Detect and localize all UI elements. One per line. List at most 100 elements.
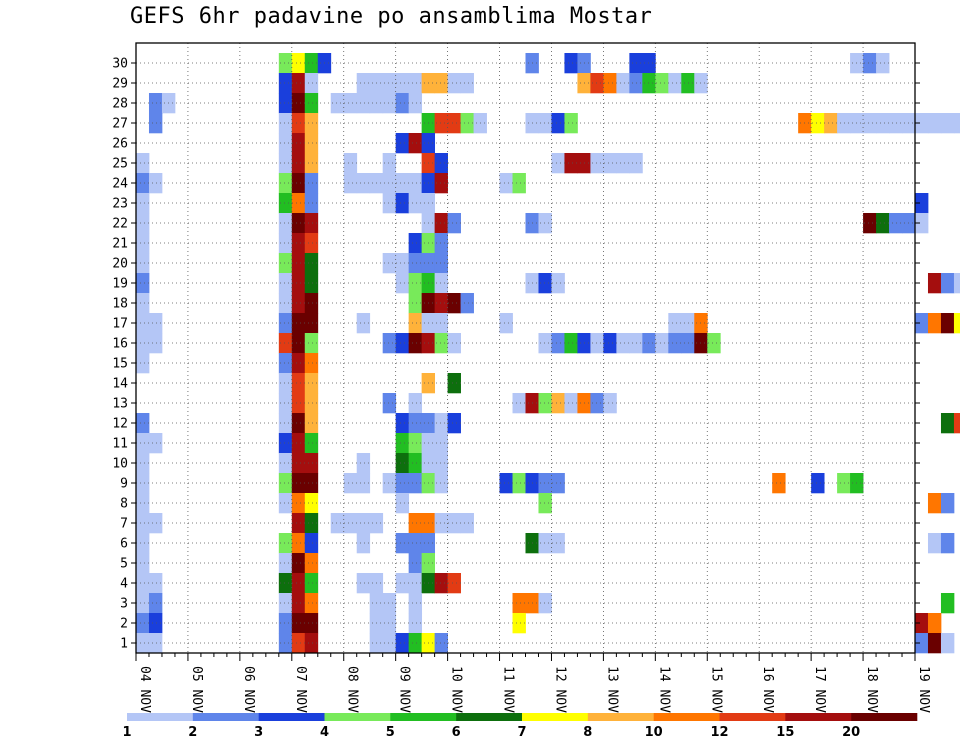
heatmap-cell <box>434 333 448 354</box>
heatmap-cell <box>382 173 397 194</box>
heatmap-cell <box>395 273 410 294</box>
heatmap-cell <box>863 213 877 234</box>
heatmap-cell <box>136 273 150 294</box>
heatmap-cell <box>291 173 306 194</box>
colorbar-label: 8 <box>583 725 592 740</box>
heatmap-cell <box>953 413 960 434</box>
x-tick-label: 18 NOV <box>864 666 879 713</box>
heatmap-cell <box>915 613 929 634</box>
y-tick-label: 17 <box>112 317 128 332</box>
colorbar-label: 1 <box>122 725 131 740</box>
heatmap-cell <box>447 333 461 354</box>
heatmap-cell <box>434 293 448 314</box>
heatmap-cell <box>291 633 306 654</box>
heatmap-cell <box>304 93 319 114</box>
heatmap-cell <box>278 73 293 94</box>
heatmap-cell <box>136 493 150 514</box>
heatmap-cell <box>291 313 306 334</box>
heatmap-cell <box>343 93 358 114</box>
heatmap-cell <box>681 73 695 94</box>
heatmap-cell <box>278 393 293 414</box>
heatmap-cell <box>148 313 163 334</box>
heatmap-cell <box>278 313 293 334</box>
heatmap-cell <box>304 333 319 354</box>
heatmap-cell <box>395 433 410 454</box>
heatmap-cell <box>590 393 604 414</box>
heatmap-cell <box>538 213 552 234</box>
heatmap-cell <box>603 333 617 354</box>
heatmap-cell <box>408 593 423 614</box>
heatmap-cell <box>564 113 578 134</box>
heatmap-cell <box>291 453 306 474</box>
heatmap-cell <box>551 473 565 494</box>
heatmap-cell <box>304 73 319 94</box>
heatmap-cell <box>356 313 371 334</box>
heatmap-cell <box>538 593 552 614</box>
heatmap-cell <box>408 233 423 254</box>
heatmap-cell <box>395 473 410 494</box>
colorbar-label: 6 <box>452 725 461 740</box>
heatmap-cell <box>291 373 306 394</box>
heatmap-cell <box>291 273 306 294</box>
heatmap-cell <box>148 93 163 114</box>
heatmap-cell <box>460 73 474 94</box>
heatmap-cell <box>811 113 825 134</box>
x-tick-label: 10 NOV <box>449 666 464 713</box>
y-tick-label: 23 <box>112 197 128 212</box>
heatmap-cell <box>304 173 319 194</box>
heatmap-cell <box>460 513 474 534</box>
heatmap-cell <box>278 593 293 614</box>
heatmap-cell <box>940 273 955 294</box>
heatmap-cell <box>434 513 448 534</box>
heatmap-cell <box>136 293 150 314</box>
heatmap-cell <box>304 393 319 414</box>
heatmap-cell <box>136 433 150 454</box>
heatmap-cell <box>291 213 306 234</box>
heatmap-cell <box>382 153 397 174</box>
y-tick-label: 21 <box>112 237 128 252</box>
heatmap-cell <box>395 193 410 214</box>
heatmap-cell <box>564 53 578 74</box>
heatmap-cell <box>343 173 358 194</box>
heatmap-cell <box>538 533 552 554</box>
heatmap-cell <box>136 313 150 334</box>
heatmap-cell <box>603 73 617 94</box>
heatmap-cell <box>408 293 423 314</box>
heatmap-cell <box>356 533 371 554</box>
heatmap-cell <box>408 173 423 194</box>
y-tick-label: 28 <box>112 97 128 112</box>
heatmap-cell <box>927 493 942 514</box>
heatmap-cell <box>940 113 955 134</box>
colorbar-label: 3 <box>254 725 263 740</box>
heatmap-cell <box>590 333 604 354</box>
heatmap-cell <box>148 113 163 134</box>
heatmap-cell <box>889 113 903 134</box>
heatmap-cell <box>837 113 851 134</box>
heatmap-cell <box>278 613 293 634</box>
x-tick-label: 08 NOV <box>345 666 360 713</box>
heatmap-cell <box>538 113 552 134</box>
heatmap-cell <box>655 73 669 94</box>
heatmap-cell <box>278 553 293 574</box>
y-tick-label: 1 <box>120 637 128 652</box>
y-tick-label: 4 <box>120 577 128 592</box>
heatmap-cell <box>136 333 150 354</box>
heatmap-cell <box>447 573 461 594</box>
heatmap-cell <box>499 173 513 194</box>
y-tick-label: 19 <box>112 277 128 292</box>
heatmap-cell <box>395 413 410 434</box>
heatmap-cell <box>499 473 513 494</box>
colorbar-swatch <box>587 713 654 721</box>
heatmap-cell <box>304 253 319 274</box>
heatmap-cell <box>395 93 410 114</box>
heatmap-cell <box>356 453 371 474</box>
heatmap-cell <box>304 473 319 494</box>
heatmap-cell <box>603 393 617 414</box>
heatmap-cell <box>681 313 695 334</box>
y-tick-label: 13 <box>112 397 128 412</box>
colorbar-swatch <box>522 713 589 721</box>
heatmap-cell <box>291 153 306 174</box>
heatmap-cell <box>512 173 526 194</box>
heatmap-cell <box>356 573 371 594</box>
heatmap-cell <box>291 53 306 74</box>
